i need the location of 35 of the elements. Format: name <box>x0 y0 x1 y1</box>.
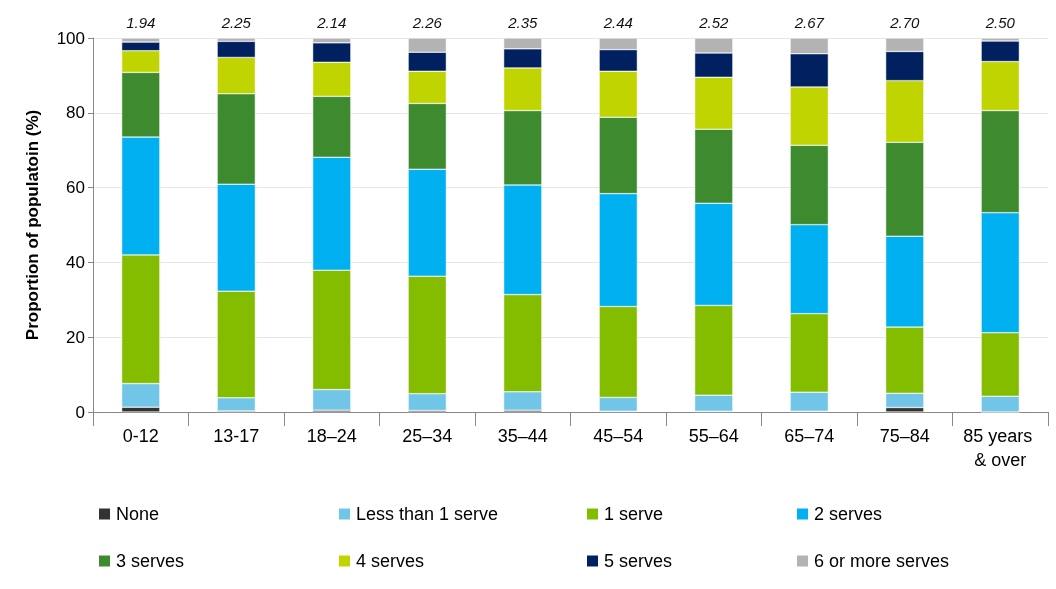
y-tick-label: 100 <box>56 28 85 48</box>
y-tick-label: 60 <box>66 178 85 198</box>
legend-label: None <box>116 504 160 524</box>
legend-label: 1 serve <box>604 504 664 524</box>
legend-label: 2 serves <box>814 504 883 524</box>
legend-label: 4 serves <box>356 551 425 571</box>
y-axis-title: Proportion of populatoin (%) <box>23 109 42 341</box>
x-tick-label: 65–74 <box>784 426 835 446</box>
annotation: 2.52 <box>698 14 729 31</box>
x-tick-label: 0-12 <box>122 426 159 446</box>
annotation: 2.44 <box>602 14 633 31</box>
y-tick-label: 0 <box>75 402 85 422</box>
x-tick-label: 55–64 <box>688 426 739 446</box>
legend-label: 5 serves <box>604 551 673 571</box>
y-tick-label: 80 <box>66 103 85 123</box>
y-tick-label: 40 <box>66 252 85 272</box>
legend-label: 6 or more serves <box>814 551 950 571</box>
annotation: 2.14 <box>316 14 347 31</box>
x-tick-label: 25–34 <box>402 426 453 446</box>
legend-label: 3 serves <box>116 551 185 571</box>
x-tick-label: 18–24 <box>306 426 357 446</box>
annotation: 2.50 <box>984 14 1016 31</box>
x-tick-label: 85 years & over <box>963 426 1038 470</box>
x-tick-label: 13-17 <box>213 426 260 446</box>
y-tick-label: 20 <box>66 327 85 347</box>
x-tick-label: 45–54 <box>593 426 644 446</box>
annotation: 2.67 <box>793 14 825 31</box>
annotation: 2.35 <box>507 14 538 31</box>
legend-label: Less than 1 serve <box>356 504 499 524</box>
annotation: 2.25 <box>220 14 252 31</box>
annotation: 2.26 <box>411 14 443 31</box>
annotation: 2.70 <box>889 14 920 31</box>
annotation: 1.94 <box>126 14 156 31</box>
x-tick-label: 35–44 <box>497 426 548 446</box>
x-tick-label: 75–84 <box>879 426 930 446</box>
